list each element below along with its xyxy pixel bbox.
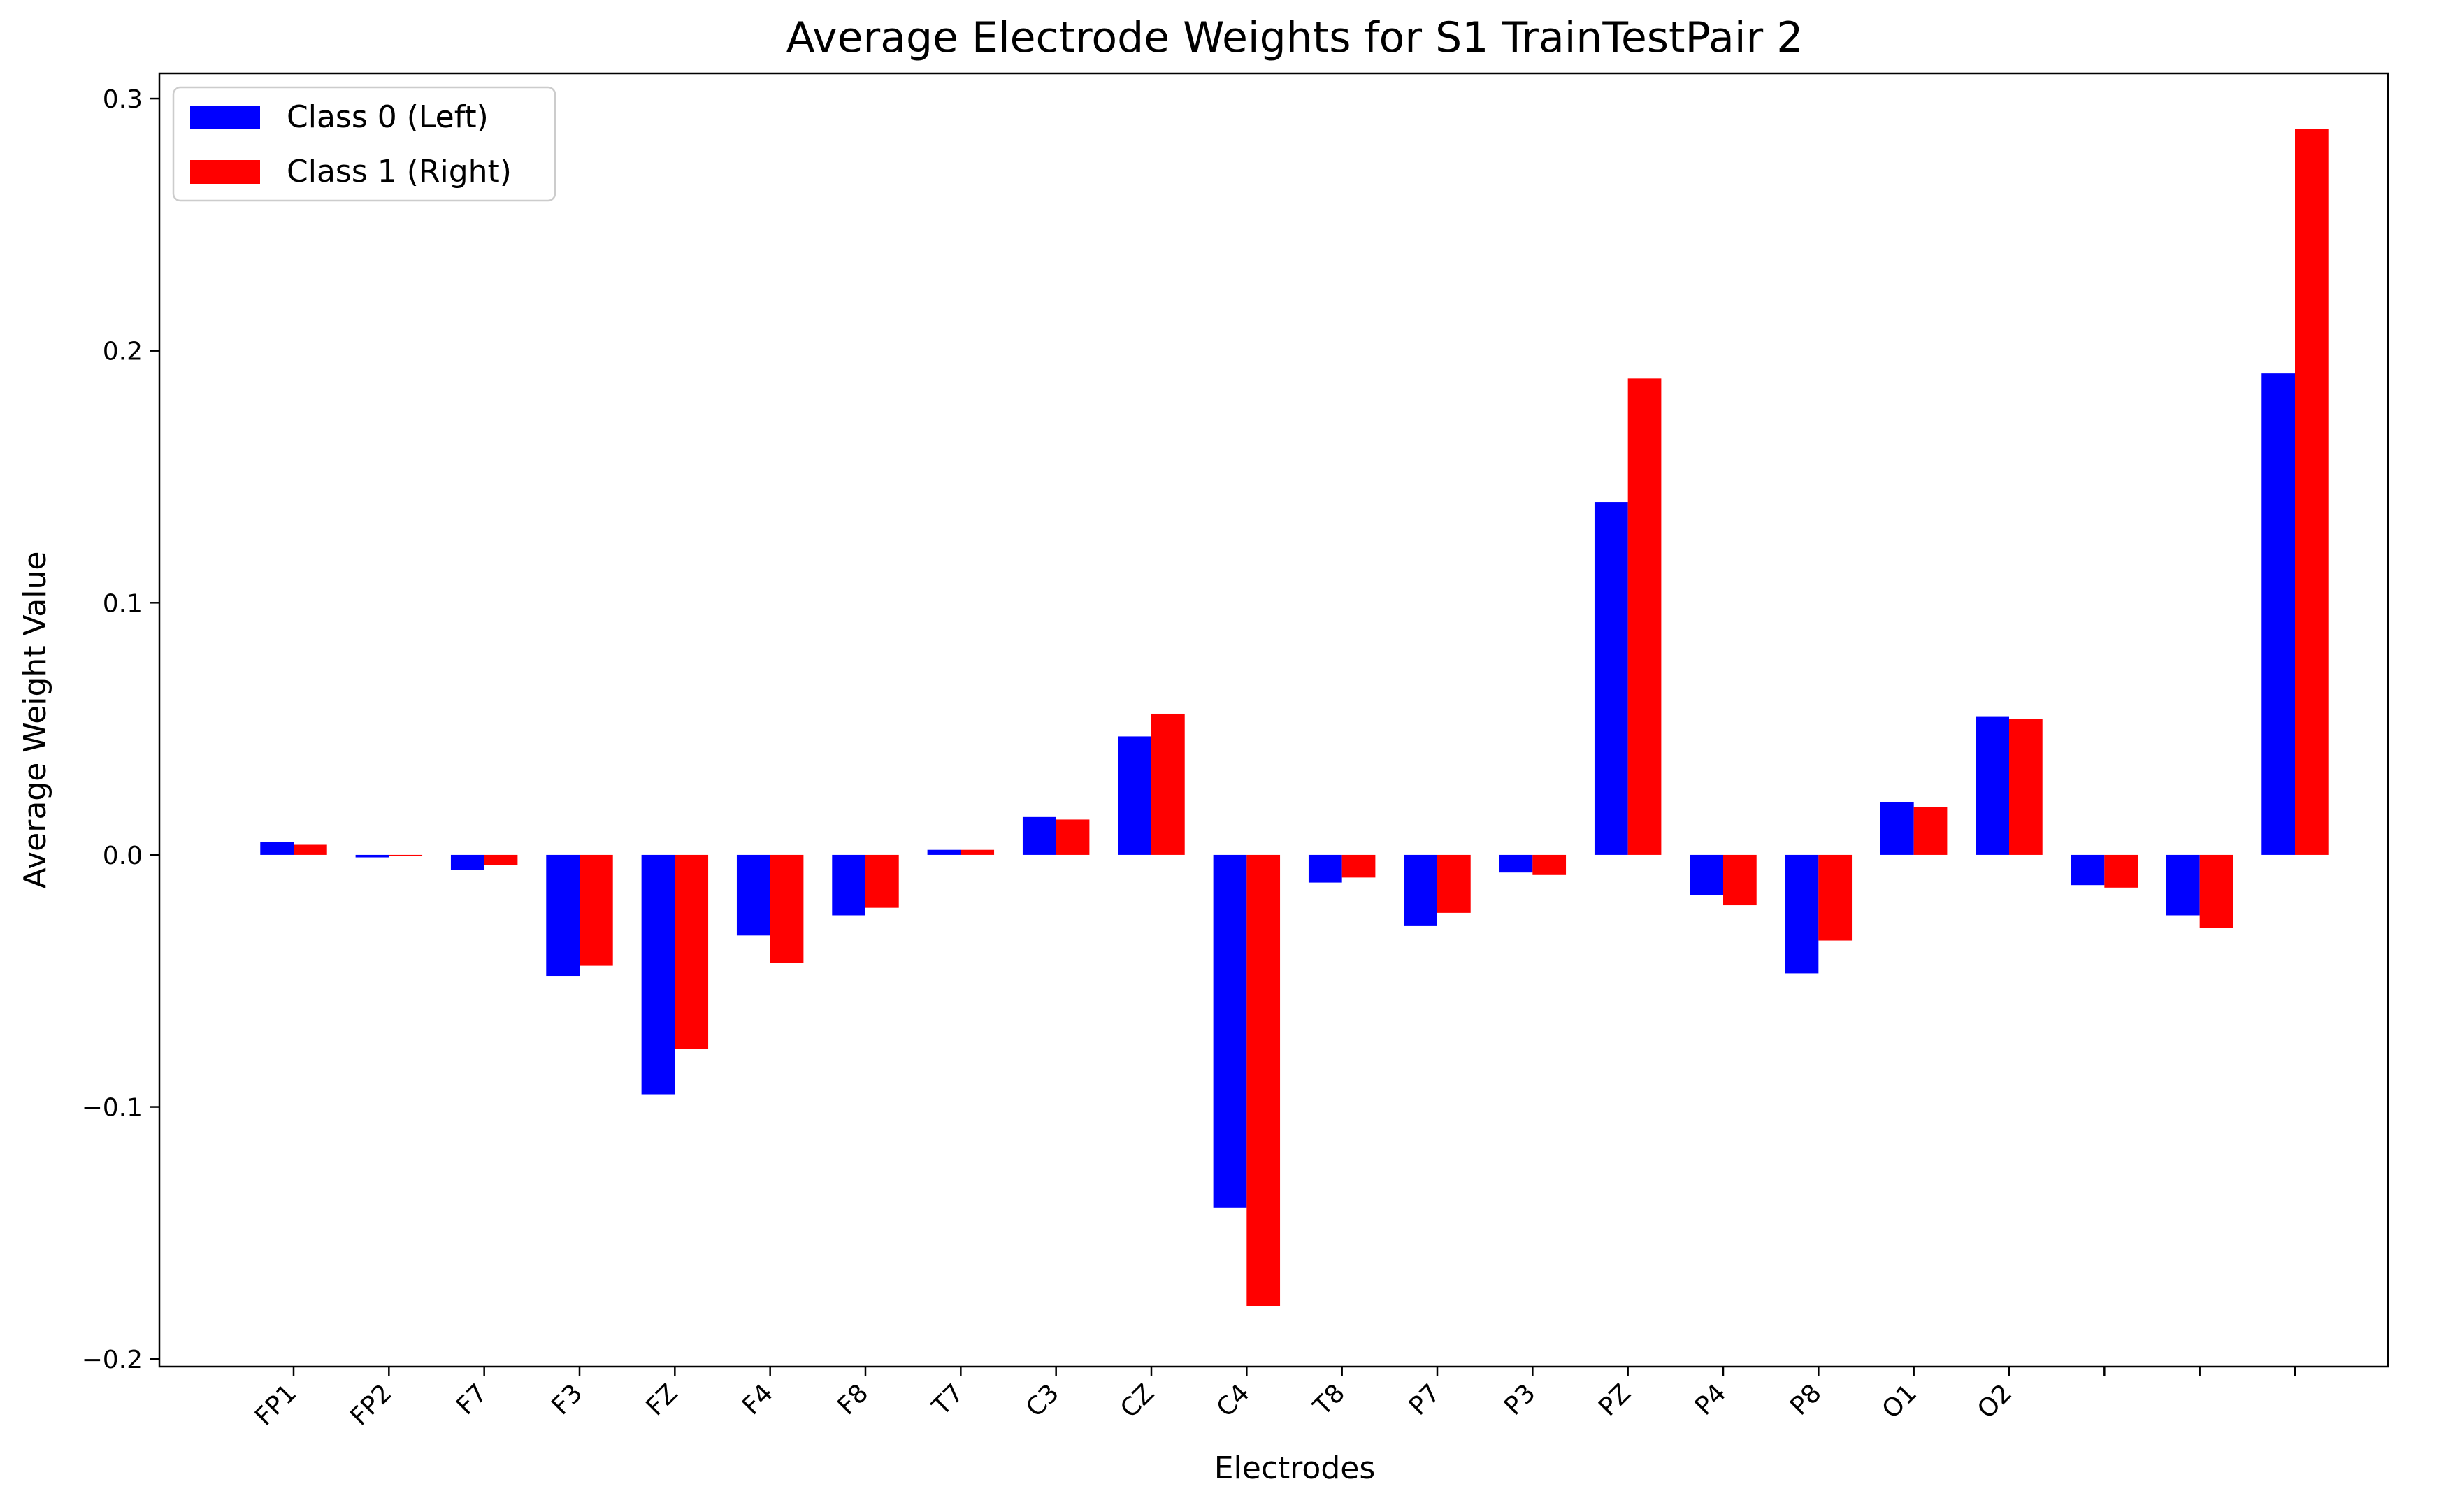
y-tick-label: −0.2 — [82, 1346, 143, 1374]
bar-class-0-fz — [641, 854, 675, 1095]
bar-class-1-f4 — [770, 854, 804, 963]
bar-class-1-f8 — [865, 854, 899, 908]
y-tick-label: 0.0 — [103, 842, 143, 870]
bar-class-0-cz — [1118, 736, 1151, 855]
y-axis-label: Average Weight Value — [17, 552, 53, 889]
bar-class-0-c4 — [1213, 854, 1247, 1208]
bar-class-0-f8 — [832, 854, 865, 916]
bar-class-0-p7 — [1404, 854, 1437, 926]
bar-class-1-p4 — [1723, 854, 1757, 906]
bar-class-0-t8 — [1308, 854, 1342, 883]
plot-area — [158, 72, 2389, 1368]
bar-class-1-f3 — [580, 854, 613, 966]
bar-class-1-o1 — [1913, 807, 1948, 855]
bar-class-1-unlabeled-20 — [2199, 854, 2233, 928]
bar-class-0-c3 — [1022, 816, 1056, 855]
legend-box — [172, 86, 556, 202]
bar-class-1-p3 — [1532, 854, 1567, 875]
y-tick-label: 0.1 — [103, 589, 143, 618]
bar-class-1-fp2 — [389, 854, 423, 856]
bar-class-0-t7 — [927, 849, 961, 855]
y-tick-label: 0.3 — [103, 85, 143, 114]
y-axis: −0.2 −0.1 0.0 0.1 0.2 0.3 — [82, 85, 159, 1374]
bar-class-0-unlabeled-21 — [2261, 373, 2295, 855]
bar-class-1-unlabeled-19 — [2104, 854, 2138, 888]
legend-swatch-class-0 — [190, 106, 260, 129]
x-axis-label: Electrodes — [1214, 1450, 1376, 1486]
bar-class-0-o1 — [1880, 802, 1914, 855]
bar-class-1-p7 — [1437, 854, 1471, 913]
bar-class-0-unlabeled-19 — [2071, 854, 2105, 886]
plot-frame — [158, 72, 2389, 1368]
bar-class-0-f4 — [736, 854, 770, 936]
legend-label-class-1: Class 1 (Right) — [287, 154, 512, 189]
bar-class-0-fp1 — [260, 842, 294, 855]
bar-class-1-f7 — [484, 854, 518, 865]
bar-class-1-p8 — [1818, 854, 1853, 941]
bar-class-1-t7 — [961, 849, 995, 855]
bar-class-1-c4 — [1246, 854, 1281, 1306]
bar-class-1-pz — [1627, 378, 1662, 855]
bar-class-1-fz — [675, 854, 709, 1049]
bar-class-0-p8 — [1785, 854, 1819, 974]
bar-class-0-p4 — [1690, 854, 1723, 895]
bar-class-0-p3 — [1499, 854, 1533, 873]
chart-title: Average Electrode Weights for S1 TrainTe… — [786, 13, 1804, 62]
legend-label-class-0: Class 0 (Left) — [287, 99, 489, 135]
y-tick-label: −0.1 — [82, 1094, 143, 1123]
bar-class-0-fp2 — [355, 854, 389, 858]
bars-layer — [260, 129, 2329, 1306]
bar-class-0-f7 — [450, 854, 484, 870]
bar-class-1-fp1 — [294, 844, 327, 855]
bar-class-1-t8 — [1341, 854, 1376, 878]
bar-class-0-o2 — [1976, 716, 2009, 855]
legend: Class 0 (Left) Class 1 (Right) — [172, 86, 556, 202]
bar-class-0-f3 — [546, 854, 580, 977]
bar-class-1-cz — [1151, 713, 1185, 855]
bar-class-0-pz — [1594, 502, 1628, 855]
bar-class-1-c3 — [1056, 819, 1090, 855]
bar-class-0-unlabeled-20 — [2166, 854, 2200, 916]
legend-swatch-class-1 — [190, 160, 260, 184]
bar-class-1-unlabeled-21 — [2295, 129, 2329, 855]
y-tick-label: 0.2 — [103, 338, 143, 366]
bar-class-1-o2 — [2009, 719, 2043, 855]
